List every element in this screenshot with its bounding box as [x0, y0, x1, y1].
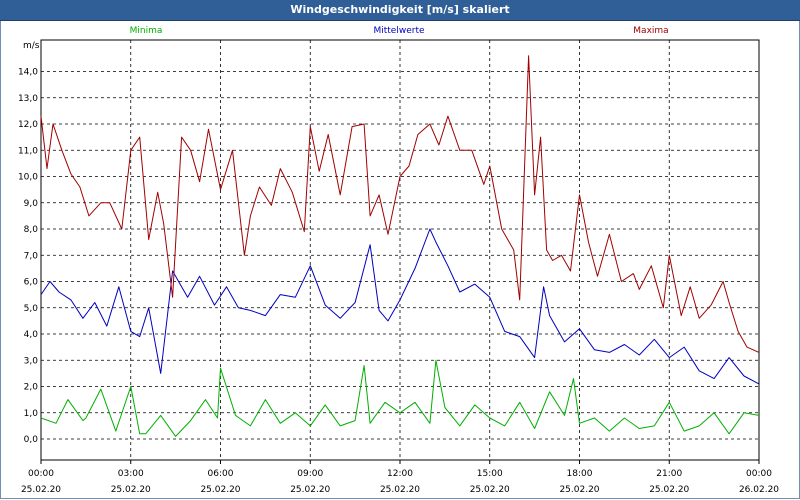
- y-tick-label: 2,0: [24, 383, 39, 393]
- x-tick-date-label: 25.02.20: [200, 485, 240, 495]
- series-line-minima: [40, 359, 760, 437]
- x-tick-date-label: 25.02.20: [290, 485, 330, 495]
- legend-minima: Minima: [130, 26, 163, 36]
- y-tick-label: 12,0: [18, 120, 38, 130]
- wind-speed-chart: 0,0 1,0 2,0 3,0 4,0 5,0 6,0 7,0 8,0 9,0 10,0 11,0 12…: [18, 26, 779, 496]
- x-tick-date-label: 26.02.20: [739, 485, 779, 495]
- x-tick-time-label: 00:00: [746, 469, 772, 479]
- chart-title: Windgeschwindigkeit [m/s] skaliert: [0, 0, 800, 21]
- axis-labels: 0,0 1,0 2,0 3,0 4,0 5,0 6,0 7,0 8,0 9,0 10,0 11,0 12…: [18, 68, 779, 496]
- y-tick-label: 8,0: [24, 225, 39, 235]
- y-tick-label: 7,0: [24, 251, 39, 261]
- grid-lines: [41, 40, 759, 460]
- x-tick-time-label: 21:00: [656, 469, 682, 479]
- y-tick-label: 3,0: [24, 356, 39, 366]
- y-tick-label: 6,0: [24, 278, 39, 288]
- x-tick-date-label: 25.02.20: [559, 485, 599, 495]
- legend-maxima: Maxima: [633, 26, 668, 36]
- series-group: [40, 55, 760, 437]
- x-tick-time-label: 00:00: [28, 469, 54, 479]
- series-line-mittelwerte: [40, 228, 760, 385]
- series-line-maxima: [40, 55, 760, 353]
- x-tick-date-label: 25.02.20: [21, 485, 61, 495]
- x-tick-time-label: 06:00: [208, 469, 234, 479]
- y-tick-label: 4,0: [24, 330, 39, 340]
- x-tick-time-label: 12:00: [387, 469, 413, 479]
- x-tick-time-label: 09:00: [297, 469, 323, 479]
- y-tick-label: 10,0: [18, 173, 38, 183]
- x-tick-time-label: 03:00: [118, 469, 144, 479]
- y-tick-label: 13,0: [18, 94, 38, 104]
- x-tick-date-label: 25.02.20: [380, 485, 420, 495]
- x-tick-date-label: 25.02.20: [111, 485, 151, 495]
- y-tick-label: 0,0: [24, 435, 39, 445]
- legend-mittelwerte: Mittelwerte: [373, 26, 424, 36]
- x-tick-time-label: 18:00: [567, 469, 593, 479]
- y-tick-label: 9,0: [24, 199, 39, 209]
- y-tick-label: 11,0: [18, 146, 38, 156]
- y-axis-unit-label: m/s: [23, 41, 40, 51]
- chart-frame: 0,0 1,0 2,0 3,0 4,0 5,0 6,0 7,0 8,0 9,0 10,0 11,0 12…: [0, 21, 800, 499]
- x-tick-date-label: 25.02.20: [470, 485, 510, 495]
- x-tick-date-label: 25.02.20: [649, 485, 689, 495]
- y-tick-label: 14,0: [18, 68, 38, 78]
- y-tick-label: 5,0: [24, 304, 39, 314]
- x-tick-time-label: 15:00: [477, 469, 503, 479]
- y-tick-label: 1,0: [24, 409, 39, 419]
